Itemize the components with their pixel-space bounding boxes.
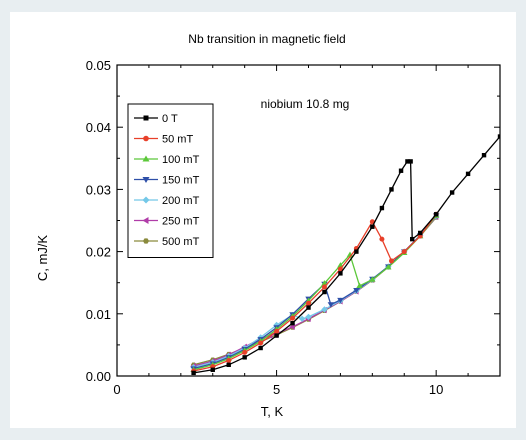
data-point-50-mt	[379, 236, 385, 242]
data-point-0-t	[408, 159, 413, 164]
data-point-100-mt	[356, 282, 363, 289]
data-point-0-t	[322, 289, 327, 295]
data-point-0-t	[338, 271, 343, 276]
data-point-0-t	[306, 305, 311, 310]
series-line-0-t	[193, 136, 500, 374]
data-point-0-t	[497, 134, 500, 139]
data-point-200-mt	[305, 313, 312, 321]
data-point-50-mt	[258, 340, 264, 346]
legend-marker-50-mt	[143, 135, 149, 142]
legend-label-200-mt: 200 mT	[162, 195, 200, 207]
legend-marker-200-mt	[142, 196, 150, 204]
data-point-150-mt	[353, 287, 360, 294]
y-tick-label: 0.01	[86, 307, 111, 322]
data-point-200-mt	[321, 306, 328, 313]
data-point-150-mt	[337, 297, 344, 304]
y-tick-label: 0.00	[86, 369, 111, 384]
chart-title: Nb transition in magnetic field	[188, 32, 345, 46]
chart-svg: Nb transition in magnetic field niobium …	[35, 32, 501, 419]
data-point-0-t	[481, 152, 487, 158]
legend-marker-250-mt	[142, 217, 149, 224]
data-point-0-t	[433, 212, 439, 217]
data-point-50-mt	[306, 300, 311, 306]
data-point-0-t	[465, 171, 471, 177]
data-point-50-mt	[274, 328, 280, 334]
series-line-200-mt	[193, 215, 437, 368]
legend-marker-100-mt	[142, 155, 150, 162]
data-point-50-mt	[226, 357, 232, 363]
data-point-0-t	[418, 230, 423, 236]
data-point-0-t	[370, 224, 375, 229]
x-axis-label: T, K	[261, 404, 284, 419]
legend-box	[127, 103, 214, 258]
legend-label-500-mt: 500 mT	[162, 236, 200, 248]
y-tick-label: 0.05	[86, 58, 111, 73]
y-tick-label: 0.04	[86, 120, 111, 135]
data-point-0-t	[274, 333, 279, 338]
data-point-0-t	[410, 236, 415, 242]
data-point-100-mt	[369, 276, 376, 282]
data-point-0-t	[210, 367, 215, 372]
legend-marker-500-mt	[143, 238, 149, 244]
legend-label-50-mt: 50 mT	[162, 134, 193, 146]
data-point-100-mt	[385, 263, 392, 270]
series-line-500-mt	[193, 216, 437, 366]
data-point-0-t	[290, 320, 295, 326]
x-tick-label: 0	[113, 382, 120, 397]
legend-marker-150-mt	[142, 177, 150, 183]
data-point-0-t	[191, 370, 196, 376]
legend-label-0-t: 0 T	[162, 113, 178, 125]
series-line-250-mt	[193, 216, 437, 367]
y-tick-label: 0.03	[86, 182, 111, 197]
data-point-50-mt	[388, 258, 394, 264]
legend-label-250-mt: 250 mT	[162, 216, 200, 228]
data-point-50-mt	[321, 284, 327, 290]
y-tick-label: 0.02	[86, 245, 111, 260]
series-group	[190, 134, 500, 376]
data-point-100-mt	[321, 280, 328, 286]
data-point-0-t	[405, 159, 410, 164]
chart-panel: Nb transition in magnetic field niobium …	[10, 12, 516, 428]
legend-marker-0-t	[143, 115, 149, 121]
series-line-150-mt	[193, 215, 437, 370]
legend: 0 T 50 mT 100 mT 150 mT 200 mT 250 mT 500 mT	[127, 103, 214, 258]
x-tick-label: 5	[273, 382, 280, 397]
y-axis-label: C, mJ/K	[35, 235, 50, 282]
data-point-50-mt	[242, 349, 248, 355]
chart-annotation: niobium 10.8 mg	[261, 97, 350, 111]
data-point-50-mt	[290, 315, 296, 321]
legend-label-150-mt: 150 mT	[162, 175, 200, 187]
x-tick-label: 10	[429, 382, 443, 397]
data-point-0-t	[242, 355, 247, 360]
data-point-0-t	[389, 187, 394, 192]
data-point-0-t	[354, 249, 359, 254]
data-point-150-mt	[327, 302, 335, 308]
data-point-0-t	[226, 362, 231, 368]
plot-area: 0 5 10 0.00 0.01 0.02 0.03 0.04 0.05	[86, 58, 501, 397]
data-point-50-mt	[401, 249, 407, 255]
data-point-0-t	[449, 190, 455, 195]
data-point-0-t	[379, 205, 385, 211]
data-point-200-mt	[298, 315, 306, 322]
legend-label-100-mt: 100 mT	[162, 154, 200, 166]
data-point-0-t	[398, 168, 404, 173]
data-point-50-mt	[337, 266, 343, 272]
data-point-0-t	[258, 345, 263, 351]
